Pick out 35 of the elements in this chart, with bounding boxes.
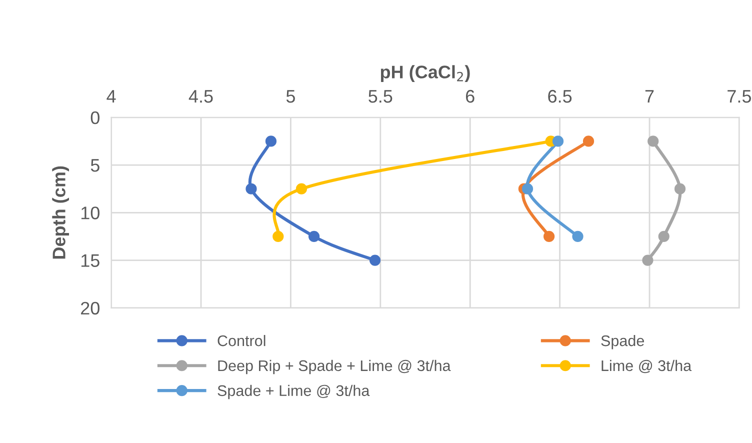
point [674,183,686,194]
y-tick-label: 15 [81,254,100,267]
x-tick-label: 5 [286,90,295,103]
x-tick-label: 4.5 [188,90,213,103]
y-tick-label: 10 [81,206,100,220]
y-tick-label: 0 [90,111,100,124]
point [552,136,564,147]
point [582,136,594,147]
point [648,136,659,147]
x-tick-label: 7 [645,90,654,103]
point [296,183,308,194]
legend-label: Control [218,334,266,346]
point [642,254,654,266]
point [246,183,257,194]
x-tick-label: 7.5 [728,90,752,103]
x-tick-label: 5.5 [368,90,392,103]
point [369,254,381,266]
point [272,230,284,242]
point [308,230,320,242]
point [658,230,670,242]
y-axis-title: Depth (cm) [52,166,69,259]
legend-label: Spade [601,334,644,350]
x-tick-label: 4 [106,90,116,103]
x-tick-label: 6.5 [548,90,572,103]
point [265,136,277,147]
y-tick-label: 20 [81,302,100,315]
point [522,183,534,194]
legend-label: Lime @ 3t/ha [602,360,692,374]
legend-label: Spade + Lime @ 3t/ha [218,384,370,400]
point [572,230,584,242]
y-tick-label: 5 [90,159,100,172]
x-tick-label: 6 [466,90,474,103]
point [543,230,555,242]
legend-label: Deep Rip + Spade + Lime @ 3t/ha [218,360,451,374]
x-axis-title: pH (CaCl$_{2}$) [380,65,470,82]
